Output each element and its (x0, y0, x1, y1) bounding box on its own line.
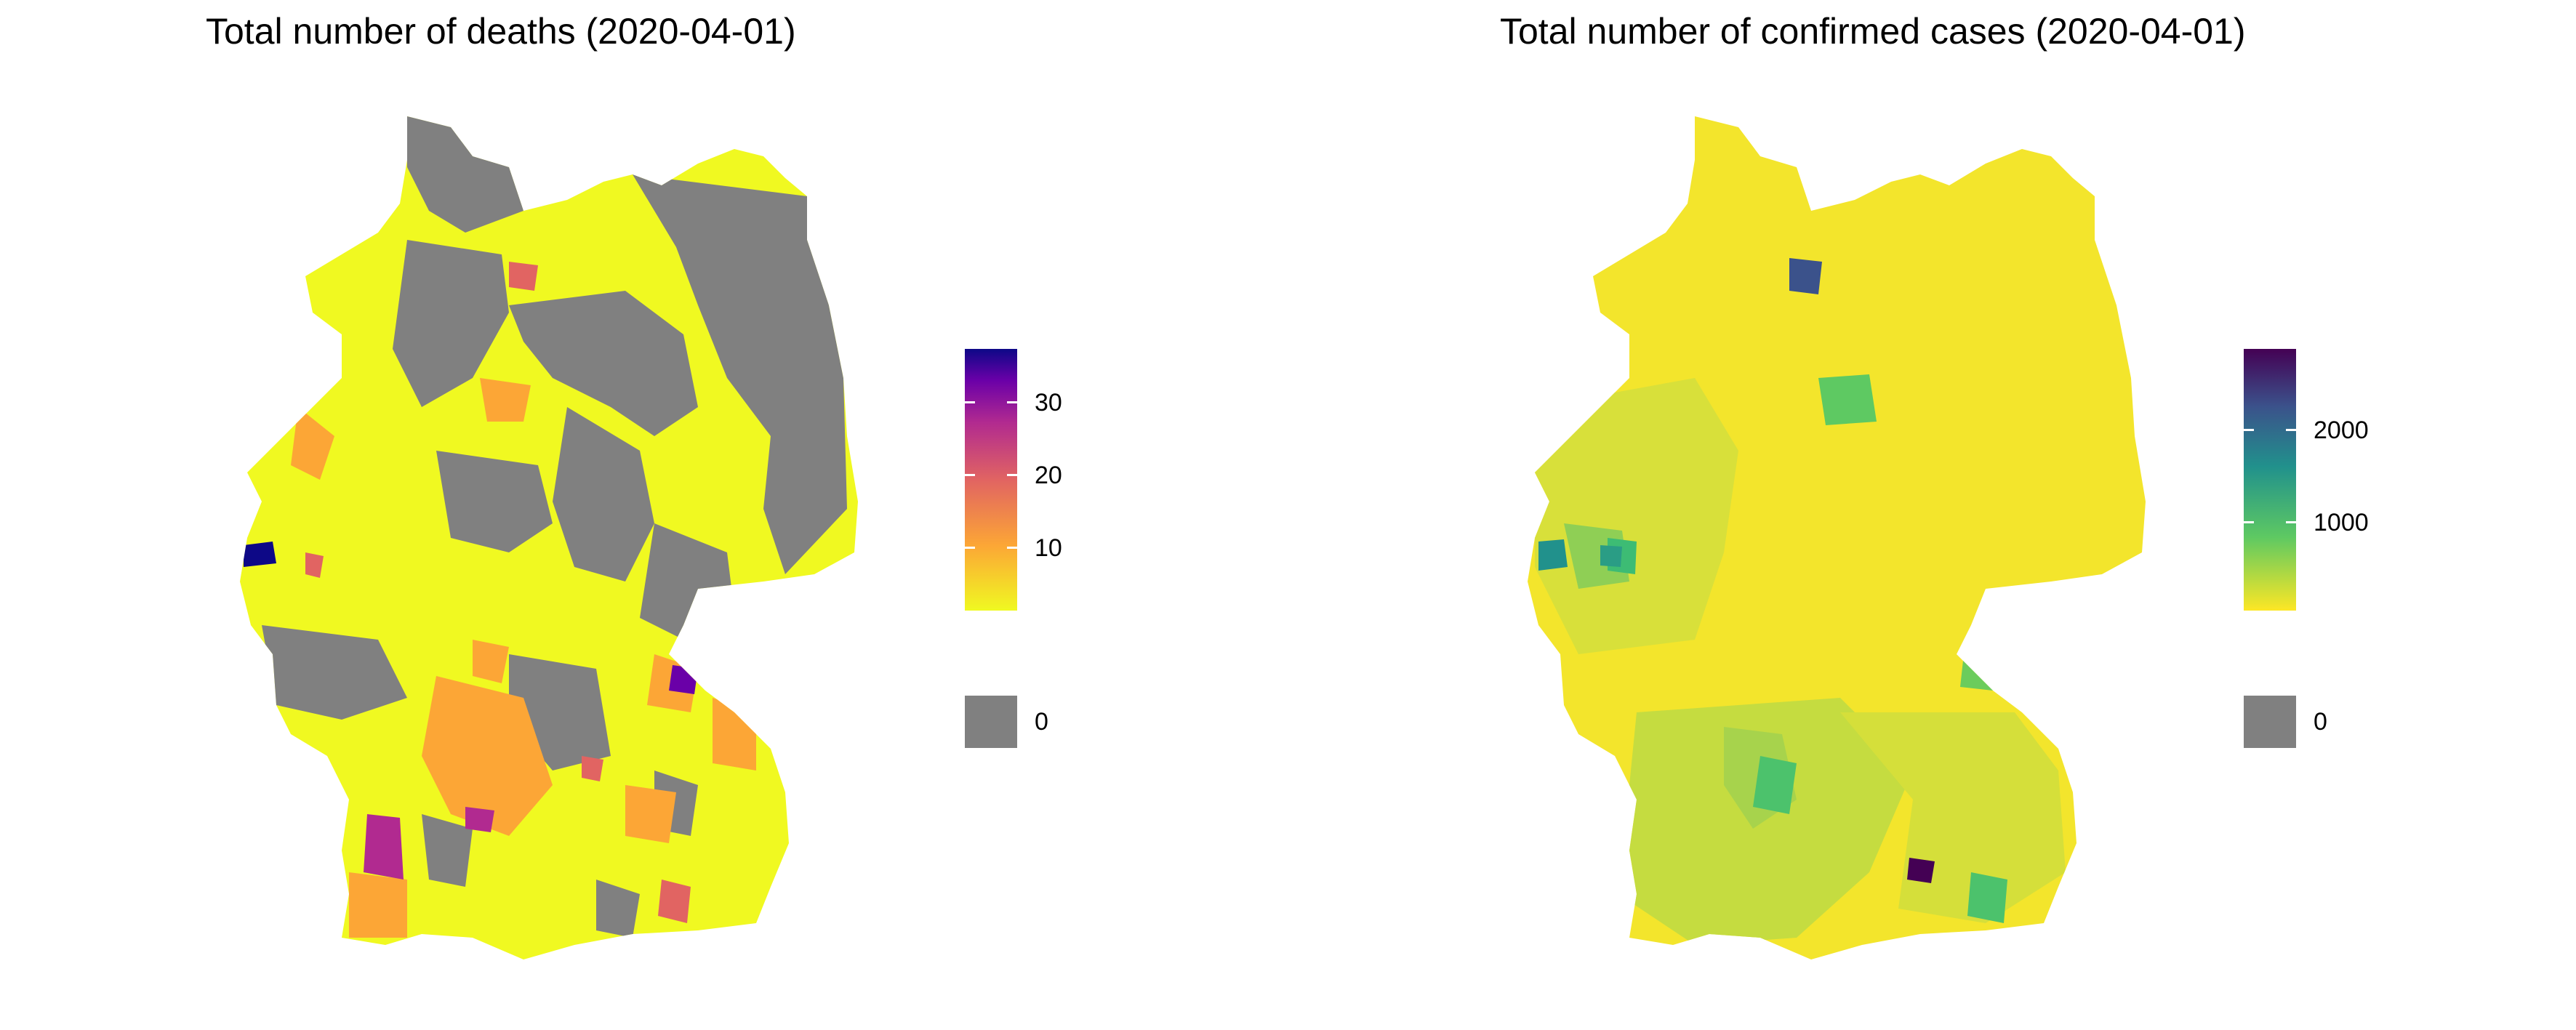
cases-zero-label: 0 (2314, 708, 2327, 736)
deaths-zero-label: 0 (1035, 708, 1048, 736)
cases-zero-swatch (2244, 696, 2296, 748)
deaths-zero-swatch (965, 696, 1017, 748)
cases-colorbar-tick-2000 (2244, 429, 2254, 431)
cases-map-panel: Total number of confirmed cases (2020-04… (1288, 0, 2575, 1030)
cases-colorbar-tick-1000-right (2286, 521, 2296, 523)
deaths-colorbar-tick-30 (965, 401, 975, 403)
deaths-choropleth-map (240, 116, 858, 959)
deaths-map-panel: Total number of deaths (2020-04-01) (206, 11, 1062, 959)
deaths-colorbar-tick-30-right (1007, 401, 1017, 403)
deaths-colorbar-label-20: 20 (1035, 462, 1062, 489)
cases-colorbar-tick-2000-right (2286, 429, 2296, 431)
cases-colorbar (2244, 349, 2296, 611)
deaths-colorbar (965, 349, 1017, 611)
cases-colorbar-label-1000: 1000 (2314, 509, 2369, 536)
deaths-colorbar-tick-20 (965, 474, 975, 476)
deaths-map-title: Total number of deaths (2020-04-01) (206, 11, 796, 52)
cases-district-regions (1528, 116, 2146, 959)
deaths-colorbar-label-30: 30 (1035, 389, 1062, 417)
deaths-colorbar-tick-10-right (1007, 547, 1017, 549)
cases-choropleth-map (1528, 116, 2146, 959)
deaths-colorbar-tick-20-right (1007, 474, 1017, 476)
deaths-colorbar-label-10: 10 (1035, 534, 1062, 562)
cases-colorbar-label-2000: 2000 (2314, 417, 2369, 444)
cases-map-title: Total number of confirmed cases (2020-04… (1500, 11, 2246, 52)
cases-colorbar-tick-1000 (2244, 521, 2254, 523)
deaths-district-regions (240, 116, 858, 959)
deaths-colorbar-tick-10 (965, 547, 975, 549)
